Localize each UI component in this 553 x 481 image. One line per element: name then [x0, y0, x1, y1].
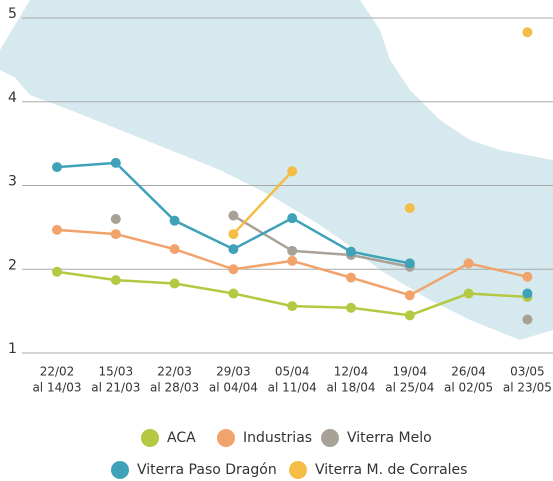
x-tick-label: 22/02: [40, 365, 75, 379]
series-point: [404, 203, 415, 214]
legend-label: Viterra M. de Corrales: [315, 462, 467, 478]
series-point: [522, 27, 533, 38]
x-tick-label: 19/04: [393, 365, 428, 379]
series-point: [228, 288, 239, 299]
series-point: [228, 244, 239, 255]
series-point: [110, 275, 121, 286]
series-point: [287, 255, 298, 266]
series-line: [232, 170, 294, 235]
series-point: [463, 258, 474, 269]
series-point: [404, 258, 415, 269]
x-tick-label: 03/05: [510, 365, 545, 379]
y-tick-label: 5: [8, 6, 17, 22]
series-point: [228, 210, 239, 221]
series-point: [287, 213, 298, 224]
series-point: [169, 278, 180, 289]
x-tick-label: al 02/05: [444, 381, 493, 395]
series-point: [404, 290, 415, 301]
x-tick-label: 29/03: [216, 365, 251, 379]
series-point: [522, 314, 533, 325]
series-point: [346, 272, 356, 283]
series-point: [404, 310, 415, 321]
series-point: [522, 271, 533, 282]
series-point: [346, 246, 356, 257]
series-point: [169, 244, 180, 255]
x-tick-label: al 04/04: [209, 381, 258, 395]
legend-label: ACA: [167, 430, 196, 446]
x-tick-label: al 21/03: [91, 381, 140, 395]
y-tick-label: 2: [8, 257, 17, 273]
x-tick-label: 05/04: [275, 365, 310, 379]
x-tick-label: 26/04: [451, 365, 486, 379]
legend-marker: [217, 429, 235, 447]
x-tick-label: 12/04: [334, 365, 369, 379]
series-point: [110, 214, 121, 224]
y-tick-label: 4: [8, 90, 17, 106]
series-point: [287, 301, 298, 312]
series-point: [463, 288, 474, 299]
series-point: [287, 166, 298, 177]
legend-marker: [141, 429, 159, 447]
legend-marker: [111, 461, 129, 479]
y-tick-label: 3: [8, 174, 17, 190]
x-tick-label: al 18/04: [326, 381, 375, 395]
legend-label: Viterra Melo: [347, 430, 432, 446]
series-point: [169, 215, 180, 226]
series-point: [287, 245, 298, 256]
x-tick-label: 22/03: [157, 365, 192, 379]
x-tick-label: al 11/04: [268, 381, 317, 395]
series-point: [110, 157, 121, 168]
series-point: [52, 162, 62, 173]
x-tick-label: al 25/04: [385, 381, 434, 395]
map-coast: [360, 0, 553, 160]
x-tick-label: 15/03: [99, 365, 134, 379]
series-point: [346, 302, 356, 313]
x-tick-label: al 28/03: [150, 381, 199, 395]
x-tick-label: al 14/03: [32, 381, 81, 395]
series-point: [52, 224, 62, 235]
legend-label: Viterra Paso Dragón: [137, 462, 277, 478]
legend-marker: [289, 461, 307, 479]
series-point: [228, 229, 239, 240]
legend-marker: [321, 429, 339, 447]
legend-label: Industrias: [243, 430, 312, 446]
series-point: [522, 288, 533, 299]
series-point: [110, 229, 121, 240]
y-tick-label: 1: [8, 341, 17, 357]
x-tick-label: al 23/05: [503, 381, 552, 395]
series-point: [52, 266, 62, 277]
series-point: [228, 264, 239, 275]
